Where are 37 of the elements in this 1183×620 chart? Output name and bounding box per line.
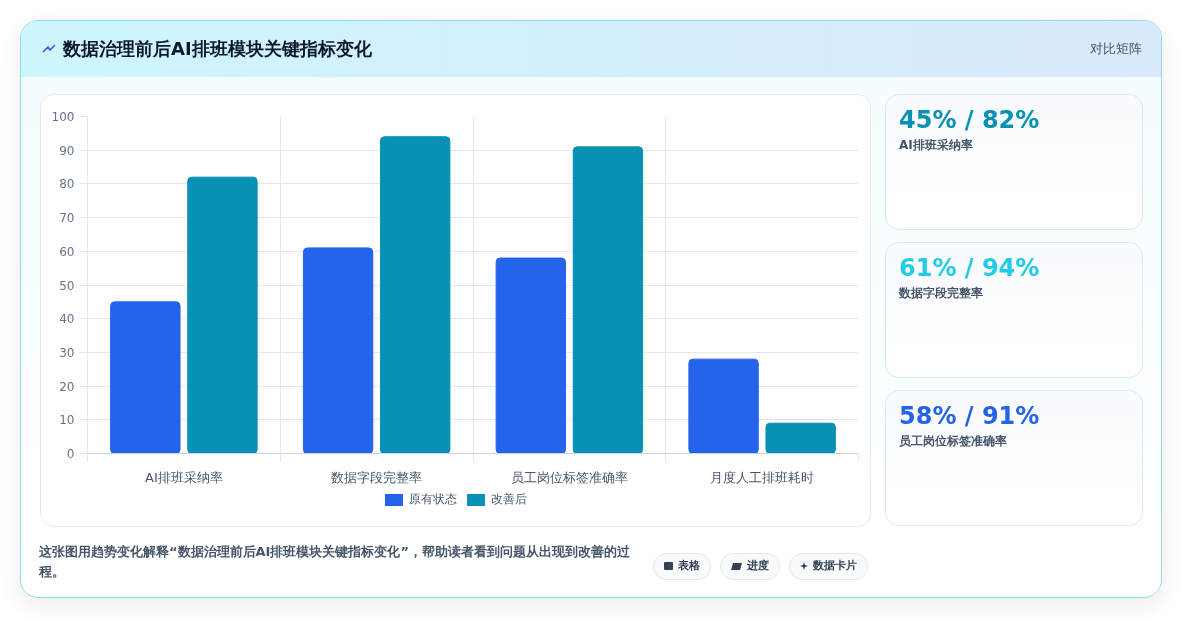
- text: 进度: [720, 552, 780, 580]
- text: 数据字段完整率: [899, 285, 984, 302]
- bar: [110, 301, 181, 454]
- bar: [765, 422, 836, 454]
- text: 员工岗位标签准确率: [899, 433, 1008, 450]
- text: 对比矩阵: [1090, 39, 1142, 58]
- text: 61% / 94%: [899, 253, 1041, 283]
- bar: [187, 176, 258, 454]
- bar: [495, 257, 567, 454]
- text: 45% / 82%: [899, 105, 1041, 135]
- text: AI排班采纳率: [899, 137, 974, 154]
- legend-label: 改善后: [490, 491, 527, 508]
- text: 表格: [653, 552, 711, 580]
- y-tick-label: 30: [59, 345, 75, 360]
- bar: [379, 136, 451, 454]
- bar: [572, 146, 644, 454]
- x-tick-label: AI排班采纳率: [145, 469, 223, 485]
- y-tick-label: 90: [59, 143, 75, 158]
- y-tick-label: 70: [59, 211, 75, 226]
- text: 这张图用趋势变化解释“数据治理前后AI排班模块关键指标变化”，帮助读者看到问题从出现到改善的过程。: [39, 543, 631, 581]
- text: 数据卡片: [789, 552, 868, 580]
- y-tick-label: 80: [59, 177, 75, 192]
- legend-label: 原有状态: [408, 491, 457, 508]
- y-tick-label: 0: [66, 447, 75, 461]
- y-tick-label: 10: [59, 413, 75, 428]
- bar: [688, 358, 759, 454]
- text: 58% / 91%: [899, 401, 1041, 431]
- y-tick-label: 60: [59, 244, 75, 259]
- y-tick-label: 40: [59, 312, 75, 327]
- chart-title: 数据治理前后AI排班模块关键指标变化: [63, 37, 372, 62]
- y-tick-label: 100: [51, 110, 75, 124]
- y-tick-label: 50: [59, 278, 75, 293]
- x-tick-label: 数据字段完整率: [331, 469, 423, 485]
- x-tick-label: 月度人工排班耗时: [710, 469, 815, 485]
- y-tick-label: 20: [59, 379, 75, 394]
- x-tick-label: 员工岗位标签准确率: [510, 469, 628, 485]
- bar: [302, 247, 374, 454]
